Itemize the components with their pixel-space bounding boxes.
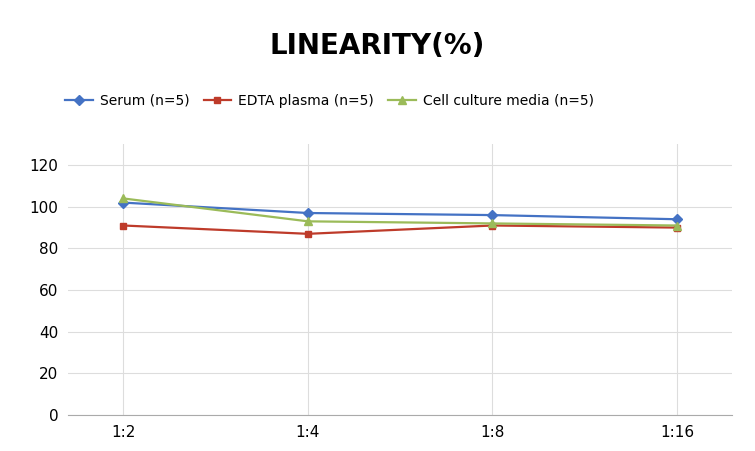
- Legend: Serum (n=5), EDTA plasma (n=5), Cell culture media (n=5): Serum (n=5), EDTA plasma (n=5), Cell cul…: [60, 88, 599, 113]
- EDTA plasma (n=5): [488, 223, 497, 228]
- Serum (n=5): [673, 216, 682, 222]
- EDTA plasma (n=5): [304, 231, 313, 236]
- Cell culture media (n=5): [673, 223, 682, 228]
- Text: LINEARITY(%): LINEARITY(%): [270, 32, 485, 60]
- Line: Cell culture media (n=5): Cell culture media (n=5): [119, 194, 681, 230]
- EDTA plasma (n=5): [119, 223, 128, 228]
- Line: Serum (n=5): Serum (n=5): [120, 199, 680, 223]
- EDTA plasma (n=5): [673, 225, 682, 230]
- Serum (n=5): [488, 212, 497, 218]
- Cell culture media (n=5): [119, 196, 128, 201]
- Serum (n=5): [119, 200, 128, 205]
- Line: EDTA plasma (n=5): EDTA plasma (n=5): [120, 222, 680, 237]
- Cell culture media (n=5): [488, 221, 497, 226]
- Serum (n=5): [304, 210, 313, 216]
- Cell culture media (n=5): [304, 219, 313, 224]
